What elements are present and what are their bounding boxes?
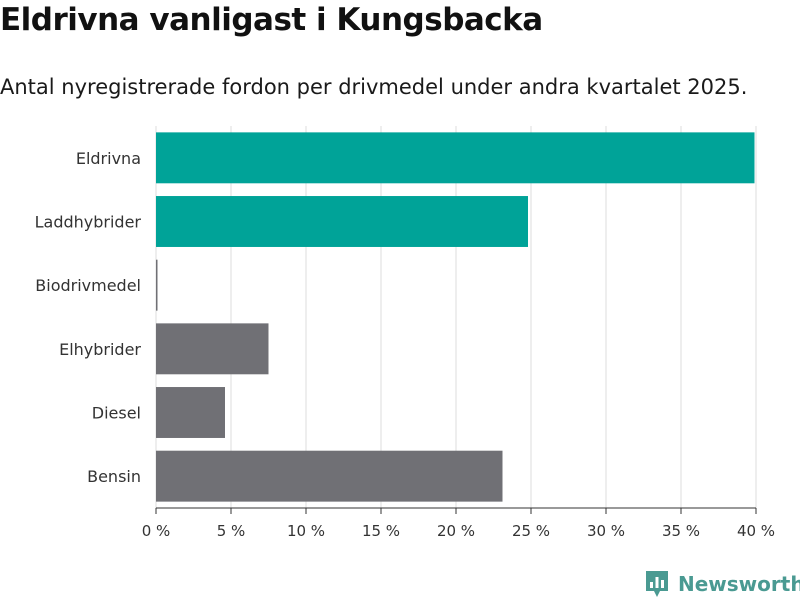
bar-chart-speech-bubble-icon (646, 571, 668, 597)
bar-laddhybrider (156, 196, 528, 247)
x-tick-label: 5 % (217, 522, 246, 540)
gridlines (155, 126, 757, 508)
x-tick-label: 25 % (512, 522, 550, 540)
category-label: Diesel (92, 404, 141, 423)
x-tick-label: 35 % (662, 522, 700, 540)
category-label: Biodrivmedel (35, 276, 141, 295)
x-tick-label: 30 % (587, 522, 625, 540)
category-label: Bensin (87, 467, 141, 486)
x-tick-label: 15 % (362, 522, 400, 540)
bar-diesel (156, 387, 225, 438)
brand-name: Newsworthy (678, 572, 800, 596)
bars (156, 132, 755, 502)
category-label: Laddhybrider (35, 213, 142, 232)
chart-title: Eldrivna vanligast i Kungsbacka (0, 2, 543, 38)
bar-eldrivna (156, 132, 755, 184)
category-label: Elhybrider (59, 340, 141, 359)
x-tick-label: 40 % (737, 522, 775, 540)
x-tick-label: 10 % (287, 522, 325, 540)
x-tick-label: 20 % (437, 522, 475, 540)
bar-elhybrider (156, 323, 269, 375)
brand-logo: Newsworthy (644, 567, 800, 601)
category-label: Eldrivna (76, 149, 141, 168)
x-tick-label: 0 % (142, 522, 171, 540)
x-axis: 0 % 5 % 10 % 15 % 20 % 25 % 30 % 35 % 40 % (142, 507, 775, 540)
bar-bensin (156, 450, 503, 502)
category-labels: Eldrivna Laddhybrider Biodrivmedel Elhybrid… (35, 149, 142, 486)
chart-subtitle: Antal nyregistrerade fordon per drivmede… (0, 75, 748, 99)
bar-biodrivmedel (156, 259, 158, 311)
